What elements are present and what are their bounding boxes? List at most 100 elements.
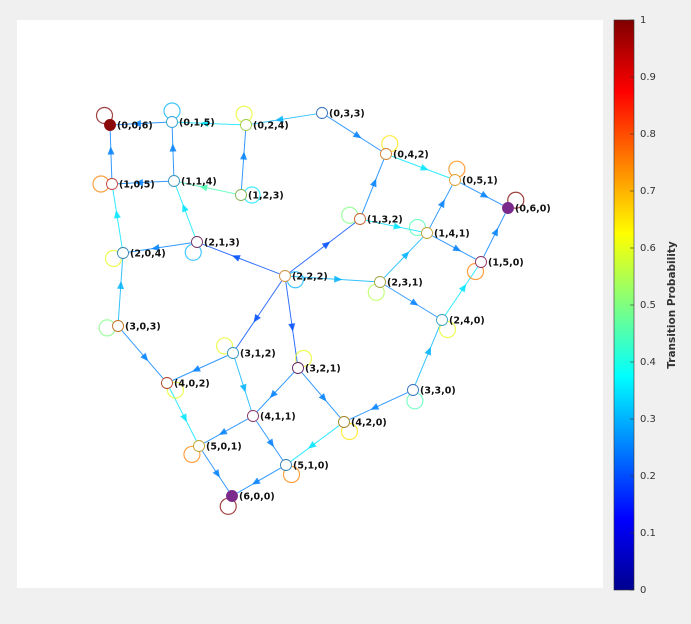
node-label: (0,3,3) xyxy=(329,109,365,120)
node xyxy=(104,119,116,131)
edge-arrow xyxy=(409,298,419,306)
edge xyxy=(121,330,164,379)
node xyxy=(421,227,433,239)
edge xyxy=(240,130,247,190)
node-label: (1,3,2) xyxy=(367,215,403,226)
edge-arrow xyxy=(212,469,220,478)
edge-arrow xyxy=(199,184,208,192)
node-label: (2,4,0) xyxy=(449,316,485,327)
edge-arrow xyxy=(401,251,410,260)
colorbar-tick-label: 0.5 xyxy=(640,300,656,311)
edge-arrow xyxy=(251,477,261,485)
node-label: (2,2,2) xyxy=(292,272,328,283)
node-label: (0,0,6) xyxy=(117,121,153,132)
edge xyxy=(365,219,422,233)
node xyxy=(117,247,129,259)
colorbar-tick-label: 0.1 xyxy=(640,528,656,539)
edge xyxy=(301,372,341,418)
edge xyxy=(391,155,450,179)
node-label: (4,1,1) xyxy=(260,412,296,423)
colorbar-tick-label: 0.7 xyxy=(640,186,656,197)
node-label: (0,4,2) xyxy=(393,150,429,161)
edge-arrow xyxy=(107,146,115,155)
node-label: (5,1,0) xyxy=(293,461,329,472)
node xyxy=(407,384,419,396)
node xyxy=(226,490,238,502)
node-label: (5,0,1) xyxy=(206,442,242,453)
edge-arrow xyxy=(288,323,296,332)
edge xyxy=(117,180,169,185)
node xyxy=(279,270,291,282)
edge xyxy=(235,280,283,349)
node xyxy=(112,320,124,332)
edge xyxy=(349,392,408,420)
edge-arrow xyxy=(458,283,467,293)
edge-arrow xyxy=(200,119,209,127)
node-label: (0,6,0) xyxy=(515,204,551,215)
node xyxy=(193,440,205,452)
edge-arrow xyxy=(169,143,177,152)
node-label: (1,0,5) xyxy=(119,180,155,191)
colorbar-tick-label: 0.4 xyxy=(640,357,656,368)
node-label: (0,1,5) xyxy=(179,118,215,129)
node-label: (4,2,0) xyxy=(351,418,387,429)
node-label: (1,5,0) xyxy=(488,258,524,269)
edge-arrow xyxy=(218,427,228,435)
node xyxy=(449,174,461,186)
edge-arrow xyxy=(180,413,187,423)
edge xyxy=(172,355,228,381)
plot-area xyxy=(17,20,603,588)
node-label: (1,1,4) xyxy=(181,177,217,188)
edge xyxy=(202,243,280,275)
edge xyxy=(128,242,192,253)
edge-arrow xyxy=(393,222,402,230)
edge-arrow xyxy=(151,244,160,252)
edge-arrow xyxy=(269,389,278,399)
edge-arrow xyxy=(491,227,499,237)
edge-arrow xyxy=(321,241,331,250)
node-label: (1,2,3) xyxy=(248,191,284,202)
edge xyxy=(384,284,438,318)
edge xyxy=(414,325,441,385)
colorbar-tick-label: 0.3 xyxy=(640,414,656,425)
node-label: (3,3,0) xyxy=(420,386,456,397)
node xyxy=(338,416,350,428)
edge xyxy=(177,121,241,126)
node-label: (3,2,1) xyxy=(305,364,341,375)
colorbar-label: Transition Probability xyxy=(666,241,678,369)
edge xyxy=(175,186,196,237)
edge-arrow xyxy=(240,151,248,160)
node xyxy=(354,213,366,225)
node-label: (2,1,3) xyxy=(204,238,240,249)
edge-arrow xyxy=(266,438,274,448)
node xyxy=(106,178,118,190)
colorbar-tick-label: 0.2 xyxy=(640,471,656,482)
node xyxy=(247,410,259,422)
node-label: (4,0,2) xyxy=(174,379,210,390)
edge xyxy=(326,115,382,152)
colorbar-tick-label: 1 xyxy=(640,15,646,26)
edge-arrow xyxy=(308,441,317,449)
edge xyxy=(361,159,385,214)
edge-arrow xyxy=(253,313,261,323)
edge-arrow xyxy=(419,163,429,171)
edge xyxy=(117,258,124,321)
node xyxy=(316,107,328,119)
edge-arrow xyxy=(231,255,241,262)
node xyxy=(191,236,203,248)
self-loop xyxy=(215,337,234,355)
node xyxy=(235,189,247,201)
node xyxy=(161,377,173,389)
edge-arrow xyxy=(192,365,201,372)
edge xyxy=(234,358,252,411)
node xyxy=(380,148,392,160)
edge xyxy=(256,372,295,412)
edge xyxy=(444,266,479,316)
edge xyxy=(483,213,506,257)
edge-arrow xyxy=(318,393,327,402)
node xyxy=(502,202,514,214)
edge-arrow xyxy=(424,346,432,356)
node xyxy=(475,256,487,268)
edge xyxy=(204,418,248,444)
